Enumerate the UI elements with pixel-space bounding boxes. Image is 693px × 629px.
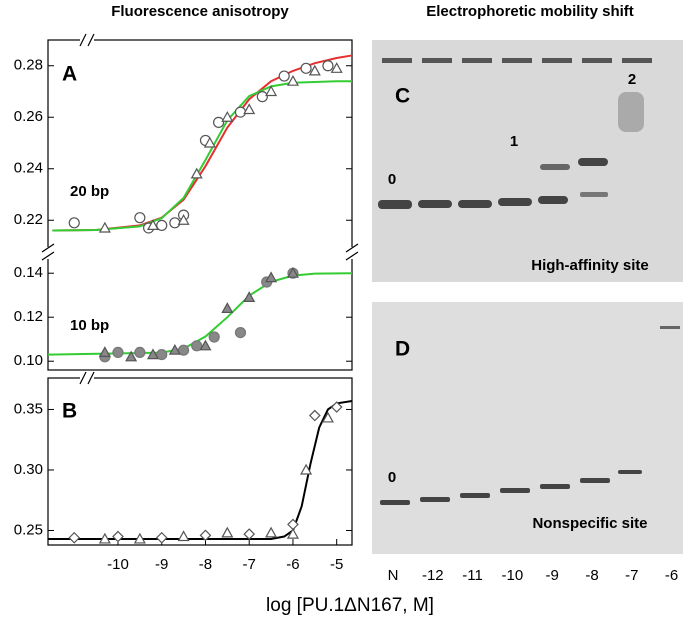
data-point: [330, 62, 343, 73]
lane-label: -12: [422, 567, 444, 584]
data-point: [177, 530, 190, 542]
y-tick-label: 0.22: [14, 211, 43, 228]
y-tick-label: 0.25: [14, 521, 43, 538]
data-point: [243, 291, 256, 302]
data-point: [146, 219, 159, 230]
data-point: [265, 271, 278, 283]
data-point: [286, 74, 299, 86]
gel-letter: D: [395, 338, 410, 361]
data-point: [177, 344, 190, 356]
data-point: [112, 346, 124, 358]
data-point: [286, 266, 299, 278]
data-point: [300, 463, 313, 475]
band-label: 2: [628, 71, 636, 88]
gel-caption: High-affinity site: [531, 257, 649, 274]
data-point: [221, 526, 234, 538]
lane-label: -9: [546, 567, 559, 584]
data-point: [133, 532, 146, 544]
data-point: [234, 106, 247, 118]
band-label: 0: [388, 469, 396, 486]
data-point: [156, 349, 168, 361]
lane-label: -6: [665, 567, 678, 584]
data-point: [68, 531, 81, 544]
data-point: [168, 343, 181, 355]
y-tick-label: 0.12: [14, 308, 43, 325]
data-point: [265, 526, 278, 538]
data-point: [321, 411, 334, 423]
data-point: [243, 103, 256, 115]
data-point: [125, 350, 138, 362]
data-point: [308, 409, 321, 422]
data-point: [265, 85, 278, 97]
y-tick-label: 0.28: [14, 57, 43, 74]
data-point: [112, 530, 124, 543]
x-tick-label: -5: [330, 556, 343, 573]
y-tick-label: 0.14: [14, 264, 43, 281]
y-tick-label: 0.10: [14, 352, 43, 369]
data-point: [98, 346, 111, 357]
data-point: [212, 116, 225, 129]
band-label: 1: [510, 133, 518, 150]
data-point: [134, 346, 146, 358]
axis-breaks: [40, 33, 360, 385]
annotation: 20 bp: [70, 183, 109, 200]
data-point: [98, 221, 111, 233]
left-title: Fluorescence anisotropy: [111, 3, 289, 20]
data-point: [278, 70, 290, 82]
data-point: [300, 62, 312, 74]
data-point: [134, 212, 146, 224]
data-point: [146, 348, 159, 360]
data-point: [256, 91, 268, 103]
panel-letter: B: [62, 400, 77, 423]
x-tick-label: -7: [243, 556, 256, 573]
fit-line: [52, 80, 352, 232]
lane-label: N: [388, 567, 399, 584]
lane-label: -10: [502, 567, 524, 584]
panel-letter: A: [62, 63, 77, 86]
right-title: Electrophoretic mobility shift: [426, 3, 634, 20]
data-point: [203, 136, 216, 148]
gel-c: [372, 40, 683, 554]
y-tick-label: 0.24: [14, 160, 43, 177]
data-point: [199, 529, 212, 542]
y-tick-label: 0.26: [14, 108, 43, 125]
data-point: [169, 217, 181, 229]
x-tick-label: -8: [199, 556, 212, 573]
data-point: [221, 302, 234, 313]
data-point: [234, 327, 247, 339]
data-point: [221, 111, 234, 122]
data-point: [199, 339, 212, 351]
data-point: [191, 340, 203, 352]
data-point: [98, 532, 111, 544]
lane-label: -11: [462, 567, 483, 584]
lane-label: -8: [585, 567, 598, 584]
y-tick-label: 0.35: [14, 400, 43, 417]
x-tick-label: -6: [286, 556, 299, 573]
annotation: 10 bp: [70, 317, 109, 334]
gel-letter: C: [395, 85, 410, 108]
frames: [47, 39, 353, 546]
data-point: [177, 214, 190, 225]
y-tick-label: 0.30: [14, 461, 43, 478]
data-point: [286, 527, 299, 539]
data-point: [155, 531, 168, 544]
data-point: [208, 331, 220, 343]
data-point: [243, 528, 256, 540]
x-tick-label: -9: [155, 556, 168, 573]
data-point: [68, 217, 80, 229]
data-point: [190, 167, 203, 179]
data-point: [308, 64, 321, 76]
x-tick-label: -10: [107, 556, 129, 573]
gel-caption: Nonspecific site: [532, 515, 647, 532]
band-label: 0: [388, 171, 396, 188]
lane-label: -7: [625, 567, 638, 584]
x-axis-label: log [PU.1ΔN167, M]: [266, 595, 434, 616]
data-point: [322, 60, 334, 72]
data-point: [330, 401, 343, 413]
data-point: [156, 219, 168, 231]
